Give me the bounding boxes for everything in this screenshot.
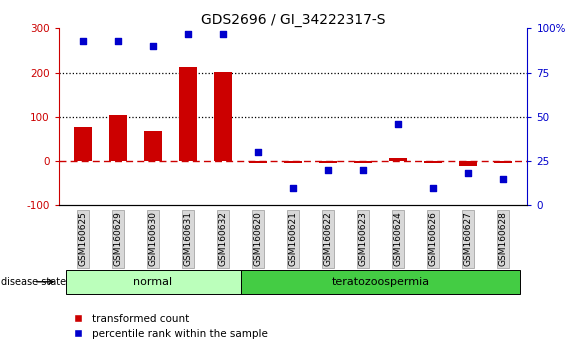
Point bbox=[358, 167, 367, 173]
Bar bbox=[389, 158, 407, 161]
Point bbox=[183, 31, 193, 36]
Text: GSM160626: GSM160626 bbox=[428, 211, 437, 266]
Text: normal: normal bbox=[134, 277, 173, 287]
Text: GSM160623: GSM160623 bbox=[359, 211, 367, 266]
Text: disease state: disease state bbox=[1, 277, 66, 287]
Point bbox=[464, 171, 473, 176]
Text: GSM160629: GSM160629 bbox=[114, 211, 122, 266]
Point bbox=[148, 43, 158, 49]
Bar bbox=[240, 270, 520, 294]
Text: GSM160627: GSM160627 bbox=[464, 211, 472, 266]
Text: GSM160631: GSM160631 bbox=[183, 211, 193, 266]
Point bbox=[113, 38, 122, 44]
Text: GSM160625: GSM160625 bbox=[79, 211, 87, 266]
Text: GSM160624: GSM160624 bbox=[393, 211, 403, 266]
Text: teratozoospermia: teratozoospermia bbox=[332, 277, 430, 287]
Title: GDS2696 / GI_34222317-S: GDS2696 / GI_34222317-S bbox=[201, 13, 385, 27]
Point bbox=[79, 38, 88, 44]
Bar bbox=[249, 161, 267, 163]
Point bbox=[498, 176, 507, 182]
Bar bbox=[110, 115, 127, 161]
Bar bbox=[459, 161, 476, 166]
Bar bbox=[284, 161, 302, 163]
Legend: transformed count, percentile rank within the sample: transformed count, percentile rank withi… bbox=[64, 310, 272, 343]
Text: GSM160630: GSM160630 bbox=[149, 211, 158, 266]
Text: GSM160621: GSM160621 bbox=[288, 211, 298, 266]
Bar bbox=[354, 161, 372, 163]
Bar bbox=[66, 270, 240, 294]
Bar bbox=[424, 161, 442, 163]
Text: GSM160622: GSM160622 bbox=[323, 211, 332, 266]
Point bbox=[428, 185, 438, 190]
Bar bbox=[214, 72, 232, 161]
Text: GSM160628: GSM160628 bbox=[499, 211, 507, 266]
Bar bbox=[179, 67, 197, 161]
Text: GSM160632: GSM160632 bbox=[219, 211, 227, 266]
Bar bbox=[319, 161, 337, 163]
Point bbox=[323, 167, 333, 173]
Point bbox=[393, 121, 403, 127]
Point bbox=[288, 185, 298, 190]
Bar bbox=[144, 131, 162, 161]
Bar bbox=[74, 127, 92, 161]
Point bbox=[219, 31, 228, 36]
Text: GSM160620: GSM160620 bbox=[254, 211, 263, 266]
Bar bbox=[494, 161, 512, 163]
Point bbox=[253, 149, 263, 155]
